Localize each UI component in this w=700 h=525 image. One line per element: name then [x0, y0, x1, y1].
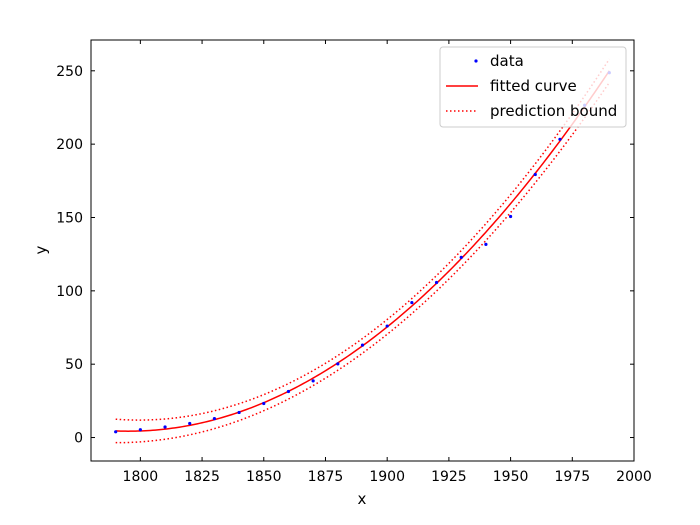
- legend-label-data: data: [490, 52, 524, 70]
- legend-box: [439, 46, 627, 128]
- x-tick-label: 1850: [246, 469, 282, 485]
- data-point: [385, 324, 389, 328]
- x-tick-label: 1900: [369, 469, 405, 485]
- x-tick-label: 1925: [431, 469, 467, 485]
- y-tick-label: 100: [56, 284, 83, 300]
- data-point: [484, 242, 488, 246]
- upper-prediction-bound: [115, 58, 610, 421]
- y-tick-label: 0: [74, 431, 83, 447]
- data-point: [434, 280, 439, 285]
- y-axis: 0 50 100 150 200 250: [56, 64, 634, 447]
- x-tick-label: 1800: [123, 469, 159, 485]
- legend-label-fitted-curve: fitted curve: [490, 77, 577, 95]
- x-tick-label: 1975: [554, 469, 590, 485]
- legend-label-prediction-bound: prediction bound: [490, 102, 617, 120]
- data-point: [212, 417, 217, 421]
- data-point: [286, 389, 291, 394]
- data-point: [114, 430, 118, 434]
- y-tick-label: 50: [65, 357, 83, 373]
- x-tick-label: 1825: [184, 469, 220, 485]
- data-point: [138, 428, 142, 432]
- data-point: [163, 425, 167, 429]
- x-tick-label: 1950: [493, 469, 529, 485]
- data-point: [360, 343, 365, 347]
- lower-prediction-bound: [115, 82, 610, 444]
- data-point: [410, 300, 414, 305]
- x-axis: 1800 1825 1850 1875 1900 1925 1950 1975 2000: [123, 40, 652, 485]
- y-tick-label: 250: [56, 64, 83, 80]
- y-tick-label: 150: [56, 210, 83, 226]
- points-layer: [114, 71, 611, 434]
- data-point: [533, 172, 537, 177]
- data-point: [237, 410, 241, 415]
- data-point: [188, 421, 192, 426]
- x-axis-label: x: [358, 490, 367, 508]
- data-point: [336, 362, 340, 366]
- data-point: [262, 401, 266, 406]
- y-tick-label: 200: [56, 137, 83, 153]
- legend: data fitted curve prediction bound: [439, 46, 627, 128]
- data-point: [558, 137, 562, 141]
- y-axis-label: y: [32, 245, 50, 254]
- data-point: [311, 379, 315, 383]
- x-tick-label: 2000: [616, 469, 652, 485]
- x-tick-label: 1875: [308, 469, 344, 485]
- axes-frame: [90, 39, 635, 462]
- data-point: [508, 214, 513, 219]
- data-point: [459, 255, 463, 259]
- legend-marker-data: [474, 59, 478, 63]
